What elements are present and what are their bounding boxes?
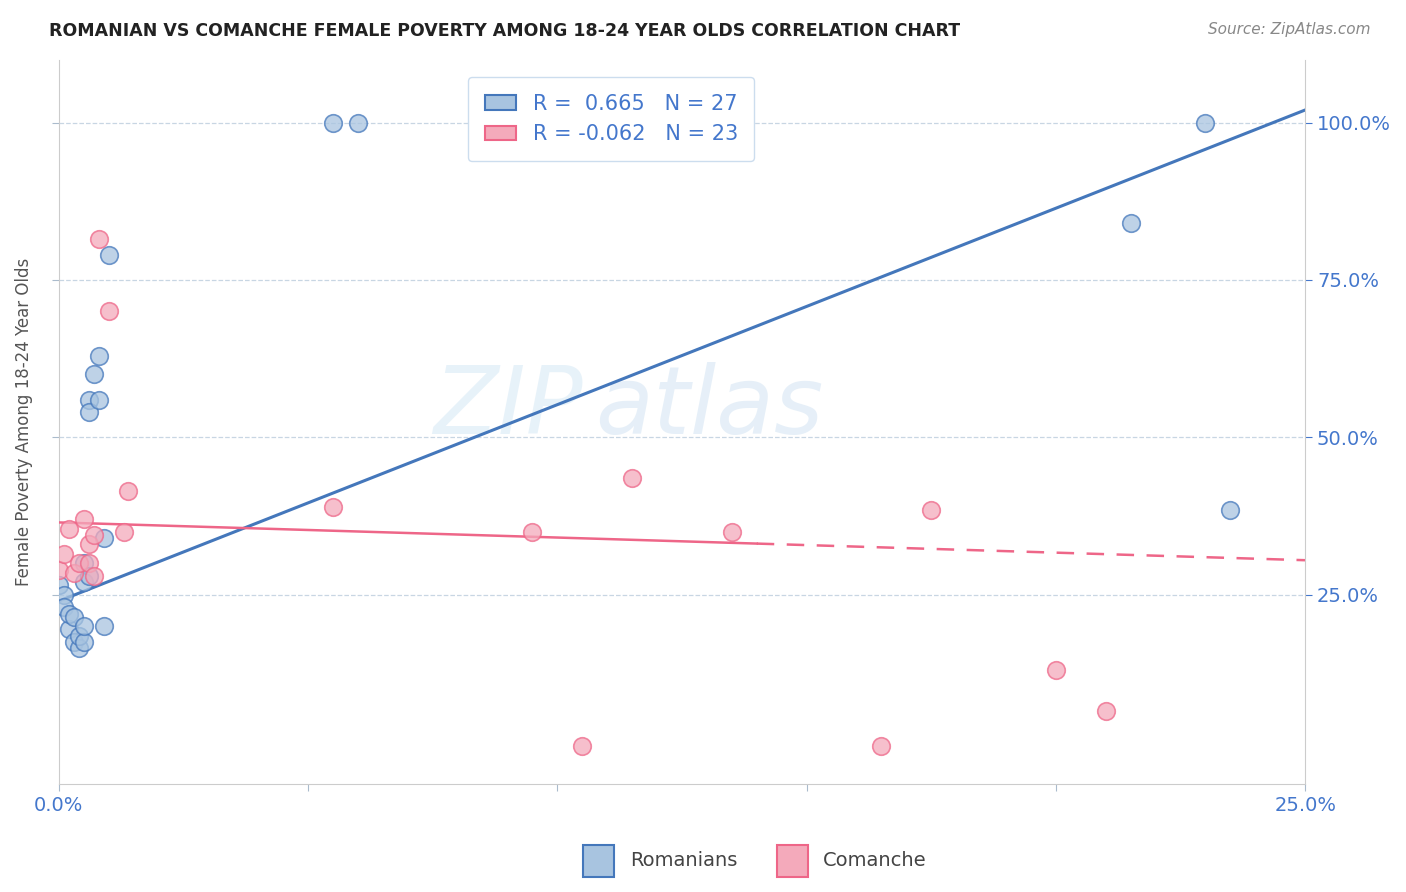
Point [72,557,94,571]
Point [67,641,90,656]
Point [1094,704,1116,718]
Point [52,547,75,561]
Legend: R =  0.665   N = 27, R = -0.062   N = 23: R = 0.665 N = 27, R = -0.062 N = 23 [468,78,755,161]
Point [77,537,100,551]
FancyBboxPatch shape [583,845,614,877]
Point [77,557,100,571]
Point [522,524,544,539]
Point [97,304,120,318]
Point [1194,115,1216,129]
Point [62,566,84,580]
Point [72,575,94,590]
Point [83,528,105,542]
Point [112,524,135,539]
Point [72,619,94,633]
FancyBboxPatch shape [778,845,808,877]
Point [67,629,90,643]
Point [77,405,100,419]
Point [48,563,70,577]
Point [58,623,80,637]
Point [48,578,70,592]
Point [58,607,80,621]
Point [97,248,120,262]
Point [870,739,893,753]
Point [1219,503,1241,517]
Text: Source: ZipAtlas.com: Source: ZipAtlas.com [1208,22,1371,37]
Text: ROMANIAN VS COMANCHE FEMALE POVERTY AMONG 18-24 YEAR OLDS CORRELATION CHART: ROMANIAN VS COMANCHE FEMALE POVERTY AMON… [49,22,960,40]
Point [62,635,84,649]
Point [1045,664,1067,678]
Point [62,610,84,624]
Point [93,619,115,633]
Point [720,524,742,539]
Point [58,522,80,536]
Point [52,588,75,602]
Point [322,500,344,514]
Point [77,569,100,583]
Text: ZIP: ZIP [433,361,582,453]
Point [920,503,942,517]
Point [87,349,110,363]
Point [77,392,100,407]
Point [93,531,115,545]
Point [52,600,75,615]
Point [1119,216,1142,230]
Point [67,557,90,571]
Point [83,569,105,583]
Point [72,635,94,649]
Point [322,115,344,129]
Point [571,739,593,753]
Text: atlas: atlas [595,361,823,453]
Text: Romanians: Romanians [630,851,737,871]
Y-axis label: Female Poverty Among 18-24 Year Olds: Female Poverty Among 18-24 Year Olds [15,258,32,586]
Point [72,512,94,526]
Point [87,232,110,246]
Point [117,483,139,498]
Point [83,368,105,382]
Point [621,471,644,485]
Text: Comanche: Comanche [824,851,927,871]
Point [347,115,370,129]
Point [87,392,110,407]
